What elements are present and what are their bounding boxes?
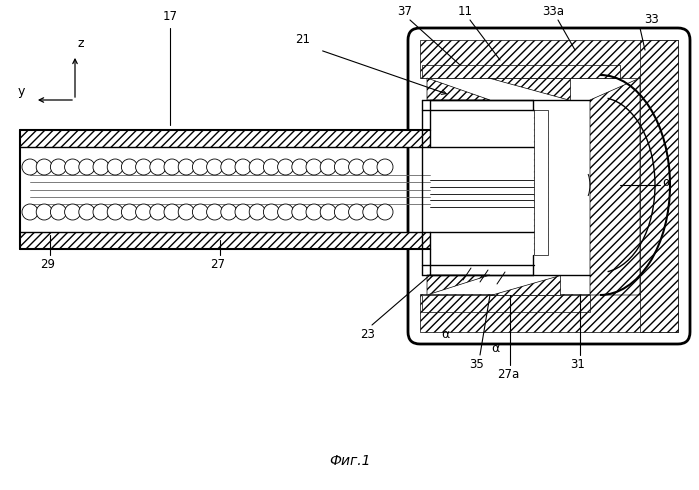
Circle shape bbox=[377, 204, 393, 220]
Circle shape bbox=[264, 204, 280, 220]
Circle shape bbox=[107, 159, 123, 175]
Text: 11: 11 bbox=[458, 5, 473, 18]
Text: 27a: 27a bbox=[497, 368, 519, 381]
Bar bbox=[422, 295, 590, 312]
Circle shape bbox=[150, 204, 166, 220]
Text: 17: 17 bbox=[162, 10, 178, 23]
Circle shape bbox=[50, 204, 66, 220]
Circle shape bbox=[278, 204, 294, 220]
Text: z: z bbox=[78, 37, 85, 50]
Circle shape bbox=[207, 159, 222, 175]
Circle shape bbox=[264, 159, 280, 175]
Circle shape bbox=[306, 159, 322, 175]
Circle shape bbox=[107, 204, 123, 220]
Circle shape bbox=[178, 204, 194, 220]
Bar bbox=[420, 294, 678, 332]
Text: α: α bbox=[662, 176, 670, 190]
Circle shape bbox=[79, 204, 95, 220]
Circle shape bbox=[278, 159, 294, 175]
Circle shape bbox=[349, 204, 365, 220]
Circle shape bbox=[320, 159, 336, 175]
Circle shape bbox=[291, 159, 308, 175]
Bar bbox=[20, 232, 430, 249]
Circle shape bbox=[250, 204, 265, 220]
Text: 21: 21 bbox=[295, 33, 310, 46]
Circle shape bbox=[36, 204, 52, 220]
Polygon shape bbox=[490, 78, 570, 100]
Polygon shape bbox=[427, 78, 490, 100]
FancyBboxPatch shape bbox=[408, 28, 690, 344]
Circle shape bbox=[207, 204, 222, 220]
Text: α: α bbox=[441, 328, 449, 341]
Circle shape bbox=[122, 204, 138, 220]
Bar bbox=[420, 40, 678, 78]
Text: α: α bbox=[491, 342, 499, 355]
Circle shape bbox=[363, 204, 379, 220]
Text: Фиг.1: Фиг.1 bbox=[329, 454, 370, 468]
Bar bbox=[640, 40, 678, 332]
Bar bbox=[534, 110, 548, 255]
Circle shape bbox=[79, 159, 95, 175]
Circle shape bbox=[250, 159, 265, 175]
Circle shape bbox=[136, 204, 152, 220]
Circle shape bbox=[334, 204, 350, 220]
Polygon shape bbox=[490, 275, 560, 295]
Circle shape bbox=[36, 159, 52, 175]
Circle shape bbox=[136, 159, 152, 175]
Text: y: y bbox=[17, 85, 25, 98]
Text: 33: 33 bbox=[644, 13, 658, 26]
Circle shape bbox=[122, 159, 138, 175]
Polygon shape bbox=[590, 78, 640, 295]
Text: 31: 31 bbox=[570, 358, 586, 371]
Bar bbox=[422, 65, 620, 78]
Circle shape bbox=[50, 159, 66, 175]
Circle shape bbox=[64, 204, 80, 220]
Circle shape bbox=[291, 204, 308, 220]
Text: 37: 37 bbox=[398, 5, 412, 18]
Circle shape bbox=[192, 204, 208, 220]
Circle shape bbox=[150, 159, 166, 175]
Text: 27: 27 bbox=[210, 258, 226, 271]
Text: 35: 35 bbox=[470, 358, 484, 371]
Circle shape bbox=[164, 204, 180, 220]
Circle shape bbox=[349, 159, 365, 175]
Circle shape bbox=[221, 204, 237, 220]
Circle shape bbox=[93, 204, 109, 220]
Polygon shape bbox=[427, 275, 490, 295]
Circle shape bbox=[334, 159, 350, 175]
Circle shape bbox=[320, 204, 336, 220]
Text: 29: 29 bbox=[41, 258, 55, 271]
Circle shape bbox=[235, 204, 251, 220]
Circle shape bbox=[221, 159, 237, 175]
Circle shape bbox=[235, 159, 251, 175]
Circle shape bbox=[192, 159, 208, 175]
Circle shape bbox=[363, 159, 379, 175]
Text: 23: 23 bbox=[361, 328, 375, 341]
Circle shape bbox=[377, 159, 393, 175]
Text: 33a: 33a bbox=[542, 5, 564, 18]
Circle shape bbox=[22, 204, 38, 220]
Bar bbox=[20, 130, 430, 147]
Circle shape bbox=[64, 159, 80, 175]
Circle shape bbox=[178, 159, 194, 175]
Circle shape bbox=[22, 159, 38, 175]
Circle shape bbox=[164, 159, 180, 175]
Circle shape bbox=[93, 159, 109, 175]
Circle shape bbox=[306, 204, 322, 220]
